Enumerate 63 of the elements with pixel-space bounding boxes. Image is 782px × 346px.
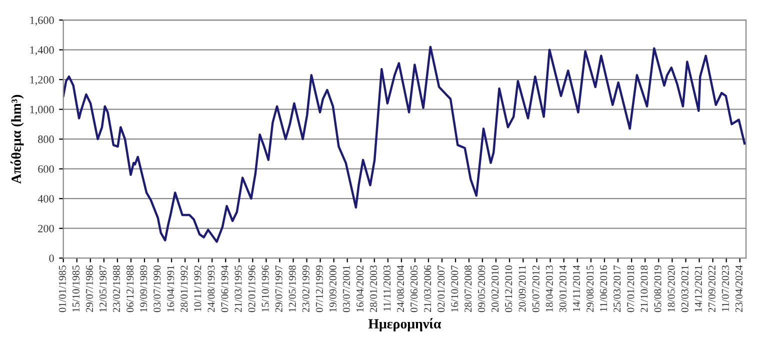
x-tick-label: 29/07/1986 bbox=[86, 265, 93, 312]
x-tick-label: 23/02/1999 bbox=[302, 265, 310, 312]
y-tick-label: 200 bbox=[38, 224, 54, 232]
x-tick-label: 30/01/2014 bbox=[559, 265, 566, 312]
x-tick-label: 29/07/1997 bbox=[275, 265, 282, 312]
x-tick-label: 23/02/1988 bbox=[113, 265, 120, 312]
x-tick-label: 11/06/2016 bbox=[600, 265, 608, 312]
x-tick-label: 03/07/1990 bbox=[154, 265, 161, 312]
x-tick-label: 28/01/1992 bbox=[180, 266, 188, 312]
x-tick-label: 20/09/2011 bbox=[518, 266, 526, 312]
y-tick-label: 600 bbox=[38, 165, 54, 173]
x-tick-label: 16/10/2007 bbox=[451, 265, 458, 312]
x-tick-label: 02/03/2021 bbox=[681, 266, 688, 312]
x-tick-label: 15/10/1985 bbox=[72, 265, 80, 312]
x-tick-label: 05/12/2010 bbox=[505, 265, 512, 312]
x-tick-label: 02/01/1996 bbox=[248, 265, 256, 312]
x-tick-label: 23/04/2024 bbox=[735, 265, 742, 312]
y-tick-label: 1,600 bbox=[30, 16, 54, 26]
x-tick-label: 21/10/2018 bbox=[640, 265, 648, 312]
x-tick-label: 01/01/1985 bbox=[58, 265, 66, 312]
x-tick-label: 14/11/2014 bbox=[572, 265, 580, 312]
x-tick-label: 05/08/2019 bbox=[654, 265, 662, 312]
y-tick-label: 1,400 bbox=[30, 46, 54, 56]
y-tick-label: 800 bbox=[38, 136, 54, 144]
y-tick-label: 0 bbox=[49, 254, 54, 262]
x-tick-label: 07/01/2018 bbox=[627, 265, 634, 312]
x-tick-label: 29/08/2015 bbox=[586, 265, 594, 312]
x-tick-label: 02/01/2007 bbox=[438, 265, 445, 312]
x-tick-label: 07/06/2005 bbox=[410, 265, 418, 312]
x-tick-label: 21/03/1995 bbox=[234, 265, 242, 312]
x-tick-label: 06/12/1988 bbox=[126, 265, 134, 312]
x-tick-label: 25/03/2017 bbox=[614, 265, 621, 312]
x-tick-label: 03/07/2001 bbox=[342, 266, 350, 312]
x-tick-label: 16/04/2002 bbox=[356, 266, 364, 312]
x-tick-label: 28/01/2003 bbox=[370, 265, 377, 312]
x-tick-label: 10/11/1992 bbox=[194, 266, 202, 312]
x-tick-label: 18/04/2013 bbox=[546, 265, 553, 312]
x-tick-label: 27/09/2022 bbox=[708, 266, 716, 312]
x-tick-label: 18/05/2020 bbox=[668, 265, 675, 312]
x-tick-label: 12/05/1987 bbox=[99, 265, 107, 312]
x-tick-label: 11/07/2023 bbox=[722, 265, 729, 312]
x-tick-label: 19/09/2000 bbox=[329, 265, 336, 312]
x-tick-label: 24/08/1993 bbox=[208, 265, 215, 312]
x-tick-label: 24/08/2004 bbox=[397, 265, 404, 312]
x-tick-label: 05/07/2012 bbox=[532, 266, 540, 312]
x-tick-label: 28/07/2008 bbox=[464, 265, 472, 312]
x-tick-label: 11/11/2003 bbox=[383, 265, 391, 311]
x-axis-title: Ημερομηνία bbox=[368, 318, 442, 332]
x-tick-label: 07/12/1999 bbox=[316, 265, 323, 312]
x-tick-label: 15/10/1996 bbox=[262, 265, 269, 312]
x-tick-label: 12/05/1998 bbox=[288, 265, 296, 312]
line-series bbox=[63, 46, 746, 243]
y-tick-label: 1,000 bbox=[30, 106, 54, 115]
x-tick-label: 07/06/1994 bbox=[221, 265, 228, 312]
y-tick-label: 400 bbox=[38, 195, 54, 203]
x-tick-label: 09/05/2009 bbox=[478, 265, 486, 312]
x-tick-label: 21/03/2006 bbox=[424, 265, 432, 312]
x-tick-label: 19/09/1989 bbox=[140, 265, 148, 312]
y-tick-label: 1,200 bbox=[30, 76, 54, 86]
y-axis-title: Απόθεμα (hm³) bbox=[10, 94, 24, 184]
x-tick-label: 16/04/1991 bbox=[167, 266, 174, 312]
x-tick-label: 14/12/2021 bbox=[694, 266, 702, 312]
x-tick-label: 20/02/2010 bbox=[492, 265, 499, 312]
